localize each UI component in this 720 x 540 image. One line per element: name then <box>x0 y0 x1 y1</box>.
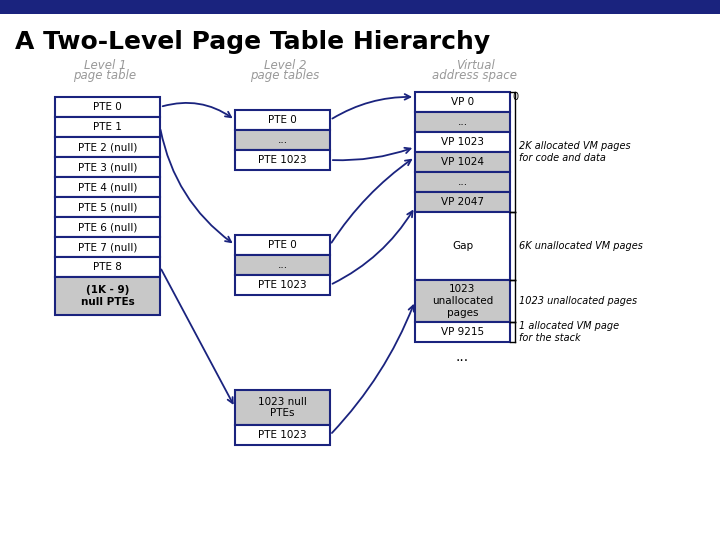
Text: address space: address space <box>433 69 518 82</box>
Text: 2K allocated VM pages
for code and data: 2K allocated VM pages for code and data <box>519 141 631 163</box>
Text: PTE 0: PTE 0 <box>268 115 297 125</box>
Bar <box>235 110 330 130</box>
Text: VP 9215: VP 9215 <box>441 327 484 337</box>
Text: PTE 7 (null): PTE 7 (null) <box>78 242 138 252</box>
Text: PTE 1023: PTE 1023 <box>258 430 307 440</box>
Text: Level 2: Level 2 <box>264 59 306 72</box>
Text: 1023
unallocated
pages: 1023 unallocated pages <box>432 285 493 318</box>
Bar <box>415 280 510 322</box>
Text: VP 1023: VP 1023 <box>441 137 484 147</box>
Bar <box>415 92 510 112</box>
Text: VP 1024: VP 1024 <box>441 157 484 167</box>
Bar <box>0 0 720 14</box>
Text: PTE 4 (null): PTE 4 (null) <box>78 182 138 192</box>
Text: 1 allocated VM page
for the stack: 1 allocated VM page for the stack <box>519 321 619 343</box>
Text: 0: 0 <box>512 92 518 102</box>
Text: PTE 0: PTE 0 <box>268 240 297 250</box>
Text: page tables: page tables <box>251 69 320 82</box>
Text: PTE 3 (null): PTE 3 (null) <box>78 162 138 172</box>
Bar <box>415 322 510 342</box>
Text: VP 2047: VP 2047 <box>441 197 484 207</box>
Text: 6K unallocated VM pages: 6K unallocated VM pages <box>519 241 643 251</box>
Bar <box>235 255 330 275</box>
Bar <box>55 277 160 315</box>
Text: ...: ... <box>457 117 467 127</box>
Bar <box>55 137 160 157</box>
Bar <box>235 235 330 255</box>
Text: PTE 1023: PTE 1023 <box>258 280 307 290</box>
Text: PTE 5 (null): PTE 5 (null) <box>78 202 138 212</box>
Bar <box>235 275 330 295</box>
Bar <box>55 177 160 197</box>
Text: ...: ... <box>277 260 287 270</box>
Text: PTE 6 (null): PTE 6 (null) <box>78 222 138 232</box>
Bar <box>55 197 160 217</box>
Bar <box>415 112 510 132</box>
Bar <box>55 217 160 237</box>
Bar <box>55 257 160 277</box>
Text: A Two-Level Page Table Hierarchy: A Two-Level Page Table Hierarchy <box>15 30 490 54</box>
Bar <box>235 150 330 170</box>
Text: Virtual: Virtual <box>456 59 495 72</box>
Bar <box>235 425 330 445</box>
Text: PTE 0: PTE 0 <box>93 102 122 112</box>
Text: (1K - 9)
null PTEs: (1K - 9) null PTEs <box>81 285 135 307</box>
Text: Level 1: Level 1 <box>84 59 126 72</box>
Bar <box>55 237 160 257</box>
Text: PTE 1: PTE 1 <box>93 122 122 132</box>
Text: PTE 2 (null): PTE 2 (null) <box>78 142 138 152</box>
Bar <box>55 97 160 117</box>
Bar <box>235 390 330 425</box>
Bar <box>235 130 330 150</box>
Bar <box>55 157 160 177</box>
Text: 1023 null
PTEs: 1023 null PTEs <box>258 397 307 418</box>
Text: PTE 1023: PTE 1023 <box>258 155 307 165</box>
Text: 1023 unallocated pages: 1023 unallocated pages <box>519 296 637 306</box>
Bar <box>415 172 510 192</box>
Text: VP 0: VP 0 <box>451 97 474 107</box>
Text: ...: ... <box>457 177 467 187</box>
Text: ...: ... <box>277 135 287 145</box>
Bar <box>415 132 510 152</box>
Bar <box>55 117 160 137</box>
Text: Gap: Gap <box>452 241 473 251</box>
Bar <box>415 152 510 172</box>
Bar <box>415 212 510 280</box>
Text: page table: page table <box>73 69 137 82</box>
Text: ...: ... <box>456 350 469 364</box>
Bar <box>415 192 510 212</box>
Text: PTE 8: PTE 8 <box>93 262 122 272</box>
